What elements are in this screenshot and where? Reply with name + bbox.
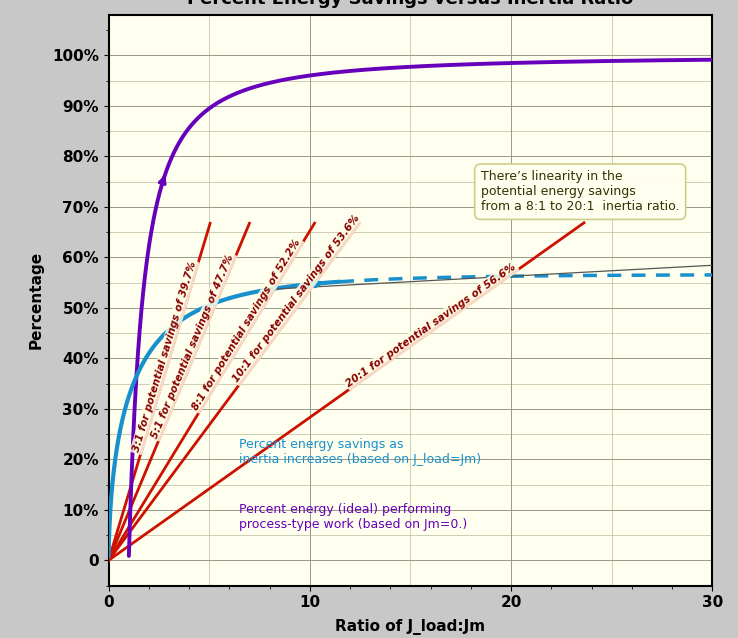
Text: Percent energy savings as
inertia increases (based on J_load=Jm): Percent energy savings as inertia increa… — [239, 438, 482, 466]
Title: Percent Energy Savings versus Inertia Ratio: Percent Energy Savings versus Inertia Ra… — [187, 0, 634, 8]
Text: 3:1 for potential savings of 39.7%: 3:1 for potential savings of 39.7% — [131, 260, 198, 454]
X-axis label: Ratio of J_load:Jm: Ratio of J_load:Jm — [336, 619, 486, 635]
Text: There’s linearity in the
potential energy savings
from a 8:1 to 20:1  inertia ra: There’s linearity in the potential energ… — [481, 170, 680, 213]
Text: Percent energy (ideal) performing
process-type work (based on Jm=0.): Percent energy (ideal) performing proces… — [239, 503, 468, 531]
Text: 10:1 for potential savings of 53.6%: 10:1 for potential savings of 53.6% — [232, 213, 362, 384]
Text: 5:1 for potential savings of 47.7%: 5:1 for potential savings of 47.7% — [150, 253, 235, 440]
Text: 20:1 for potential savings of 56.6%: 20:1 for potential savings of 56.6% — [345, 262, 518, 389]
Y-axis label: Percentage: Percentage — [29, 251, 44, 350]
Text: 8:1 for potential savings of 52.2%: 8:1 for potential savings of 52.2% — [190, 237, 303, 412]
